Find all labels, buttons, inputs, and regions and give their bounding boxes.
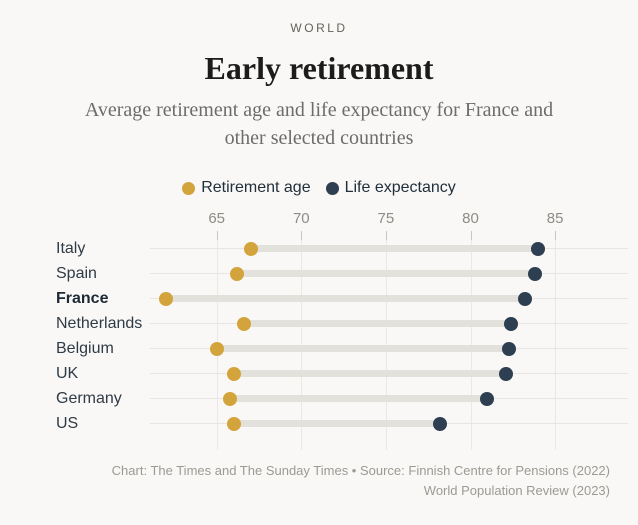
- x-axis-tick-mark: [470, 231, 472, 240]
- attribution-line1: Chart: The Times and The Sunday Times • …: [111, 463, 610, 478]
- life-expectancy-dot: [433, 416, 448, 431]
- dumbbell-bar: [250, 245, 539, 252]
- chart-row-uk: UK: [0, 361, 638, 386]
- dumbbell-bar: [237, 270, 535, 277]
- x-axis-tick-label: 70: [292, 210, 310, 227]
- life-expectancy-dot: [517, 291, 532, 306]
- dumbbell-bar: [243, 320, 512, 327]
- dumbbell-bar: [230, 395, 488, 402]
- country-label: Italy: [56, 239, 86, 257]
- country-label: UK: [56, 364, 79, 382]
- chart-title: Early retirement: [204, 50, 434, 86]
- country-label: Germany: [56, 389, 122, 407]
- life-expectancy-dot: [480, 391, 495, 406]
- legend-item-life-expectancy: Life expectancy: [325, 179, 456, 197]
- chart-row-us: US: [0, 411, 638, 436]
- chart-row-spain: Spain: [0, 261, 638, 286]
- chart: 65 70 75 80 85 Italy Spain France Netherlands Bel…: [0, 205, 638, 455]
- retirement-age-dot: [226, 366, 241, 381]
- country-label: France: [56, 289, 109, 307]
- country-label: Belgium: [56, 339, 114, 357]
- legend-label-life-expectancy: Life expectancy: [344, 179, 456, 196]
- x-axis-tick-mark: [216, 231, 218, 240]
- retirement-age-legend-dot-icon: [182, 181, 196, 195]
- x-axis-tick-label: 80: [462, 210, 479, 227]
- retirement-age-dot: [223, 391, 238, 406]
- chart-row-france: France: [0, 286, 638, 311]
- chart-row-italy: Italy: [0, 236, 638, 261]
- country-label: US: [56, 414, 79, 432]
- life-expectancy-dot: [504, 316, 519, 331]
- dumbbell-bar: [233, 420, 441, 427]
- dumbbell-bar: [233, 370, 507, 377]
- x-axis-tick-mark: [555, 231, 557, 240]
- chart-row-belgium: Belgium: [0, 336, 638, 361]
- dumbbell-bar: [216, 345, 510, 352]
- x-axis-tick-mark: [385, 231, 387, 240]
- retirement-age-dot: [230, 266, 244, 281]
- x-axis-tick-label: 85: [546, 210, 564, 227]
- section-kicker: WORLD: [290, 21, 348, 35]
- attribution-line2: World Population Review (2023): [423, 482, 610, 498]
- chart-row-germany: Germany: [0, 386, 638, 411]
- x-axis-tick-mark: [301, 231, 303, 240]
- retirement-age-dot: [209, 341, 224, 356]
- legend-item-retirement-age: Retirement age: [182, 179, 311, 197]
- x-axis-tick-label: 75: [377, 210, 395, 227]
- retirement-age-dot: [243, 241, 258, 256]
- retirement-age-dot: [236, 316, 251, 331]
- legend: Retirement age Life expectancy: [0, 179, 638, 197]
- legend-label-retirement-age: Retirement age: [201, 179, 311, 196]
- life-expectancy-dot: [531, 241, 546, 256]
- x-axis-tick-label: 65: [208, 210, 226, 227]
- life-expectancy-dot: [527, 266, 542, 281]
- chart-subtitle: Average retirement age and life expectan…: [84, 99, 554, 149]
- x-gridline: [555, 240, 557, 450]
- retirement-age-dot: [226, 416, 241, 431]
- retirement-age-dot: [158, 291, 173, 306]
- life-expectancy-dot: [502, 341, 517, 356]
- chart-row-netherlands: Netherlands: [0, 311, 638, 336]
- country-label: Netherlands: [56, 314, 143, 332]
- dumbbell-bar: [165, 295, 525, 302]
- country-label: Spain: [56, 264, 97, 282]
- life-expectancy-legend-dot-icon: [325, 181, 339, 195]
- attribution: Chart: The Times and The Sunday Times • …: [112, 461, 610, 500]
- life-expectancy-dot: [499, 366, 514, 381]
